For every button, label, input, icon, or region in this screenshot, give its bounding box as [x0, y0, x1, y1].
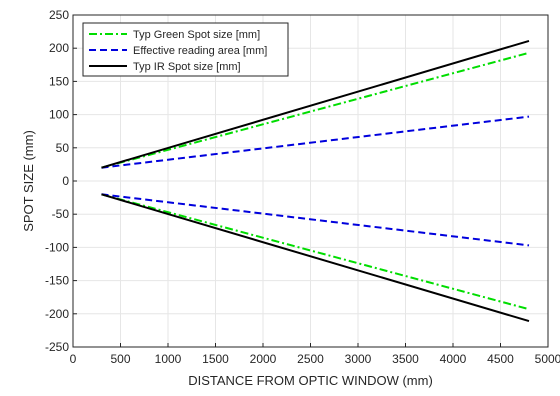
y-tick-label: -250 — [45, 340, 69, 354]
x-tick-label: 2000 — [250, 352, 277, 366]
y-tick-label: 150 — [49, 74, 69, 88]
y-tick-label: 100 — [49, 108, 69, 122]
x-tick-label: 1500 — [202, 352, 229, 366]
series-1-upper-line — [101, 51, 530, 169]
axis-ticks: 0 500 1000 1500 2000 2500 3000 3500 4000 4500 5000… — [45, 8, 560, 366]
x-tick-label: 3500 — [392, 352, 419, 366]
y-tick-label: 0 — [62, 174, 69, 188]
y-tick-label: -100 — [45, 240, 69, 254]
legend-label-3: Typ IR Spot size [mm] — [133, 61, 241, 73]
series-3-lower-line — [101, 193, 530, 323]
series-3-upper-line — [101, 39, 530, 169]
y-tick-label: -50 — [52, 207, 70, 221]
y-tick-label: 250 — [49, 8, 69, 22]
x-axis-label: DISTANCE FROM OPTIC WINDOW (mm) — [188, 373, 433, 388]
y-tick-label: -200 — [45, 307, 69, 321]
series-2-upper-line — [101, 115, 530, 169]
x-tick-label: 4000 — [440, 352, 467, 366]
x-tick-label: 1000 — [155, 352, 182, 366]
series-layer — [101, 39, 530, 323]
legend: Typ Green Spot size [mm] Effective readin… — [82, 22, 289, 77]
legend-label-1: Typ Green Spot size [mm] — [133, 29, 260, 41]
x-tick-label: 2500 — [297, 352, 324, 366]
x-tick-label: 5000 — [535, 352, 560, 366]
x-tick-label: 0 — [70, 352, 77, 366]
legend-label-2: Effective reading area [mm] — [133, 45, 267, 57]
x-tick-label: 3000 — [345, 352, 372, 366]
y-tick-label: -150 — [45, 274, 69, 288]
series-1-lower-line — [101, 193, 530, 311]
y-tick-label: 50 — [56, 141, 70, 155]
y-axis-label: SPOT SIZE (mm) — [21, 130, 36, 232]
series-2-lower-line — [101, 193, 530, 247]
x-tick-label: 500 — [110, 352, 130, 366]
x-tick-label: 4500 — [487, 352, 514, 366]
y-tick-label: 200 — [49, 41, 69, 55]
